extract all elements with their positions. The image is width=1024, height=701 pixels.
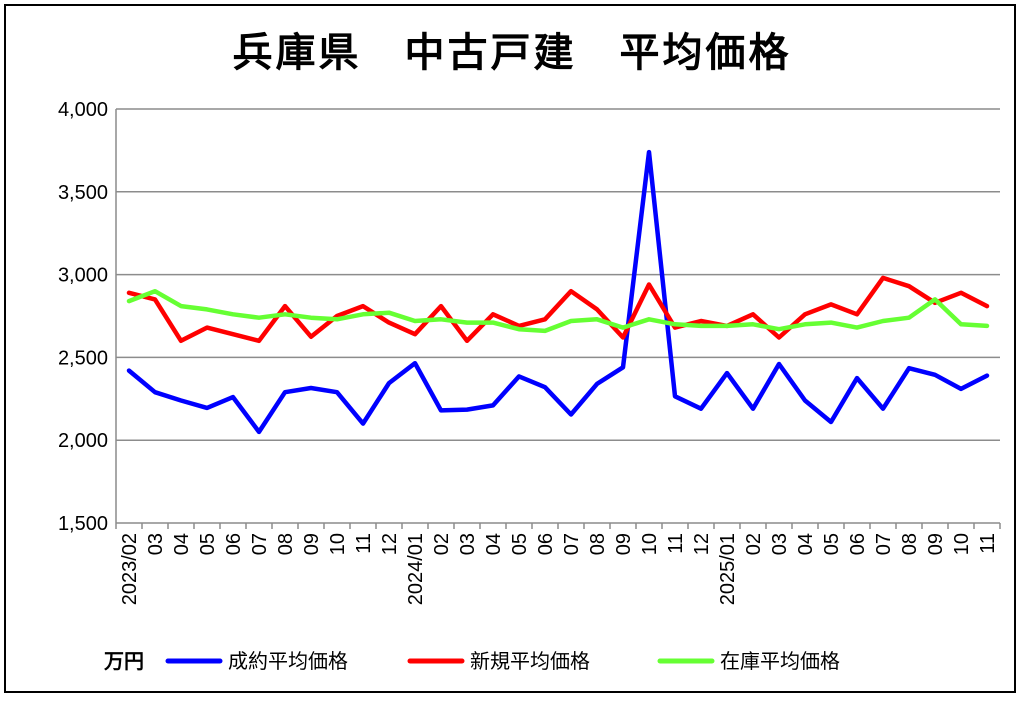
axes: [115, 109, 1001, 529]
series-line: [126, 275, 990, 344]
x-tick-labels: 2023/02 03 04 05 06 07 08 09 10 11 12 2024/01 02 03 04…: [119, 533, 999, 605]
x-tick-label: 09: [301, 533, 323, 555]
x-tick-label: 09: [613, 533, 635, 555]
x-tick-label: 02: [431, 533, 453, 555]
x-tick-label: 10: [639, 533, 661, 555]
x-tick-label: 05: [197, 533, 219, 555]
legend-label: 在庫平均価格: [720, 649, 840, 673]
x-tick-label: 05: [821, 533, 843, 555]
chart-title: 兵庫県 中古戸建 平均価格: [233, 30, 792, 76]
y-tick-label: 3,000: [58, 265, 108, 287]
unit-label: 万円: [103, 649, 144, 673]
x-tick-label: 12: [379, 533, 401, 555]
x-tick-label: 2023/02: [119, 533, 141, 605]
y-tick-label: 1,500: [58, 513, 108, 535]
series-lines: [126, 149, 990, 435]
x-tick-label: 08: [899, 533, 921, 555]
x-tick-label: 10: [327, 533, 349, 555]
x-tick-label: 11: [353, 533, 375, 554]
x-tick-label: 06: [223, 533, 245, 555]
x-tick-label: 07: [873, 533, 895, 555]
x-tick-label: 04: [171, 533, 193, 555]
x-tick-label: 08: [275, 533, 297, 555]
x-tick-label: 11: [977, 533, 999, 554]
y-tick-label: 2,000: [58, 430, 108, 452]
y-tick-label: 2,500: [58, 347, 108, 369]
legend-label: 成約平均価格: [228, 649, 348, 673]
y-tick-label: 4,000: [58, 99, 108, 121]
x-tick-label: 2024/01: [405, 533, 427, 605]
chart-frame: [4, 4, 1016, 693]
gridlines: [116, 108, 1000, 441]
x-tick-label: 08: [587, 533, 609, 555]
x-tick-label: 04: [795, 533, 817, 555]
x-tick-label: 2025/01: [717, 533, 739, 605]
x-tick-label: 09: [925, 533, 947, 555]
x-tick-label: 05: [509, 533, 531, 555]
legend: 万円 成約平均価格 新規平均価格 在庫平均価格: [103, 649, 840, 673]
x-tick-label: 11: [665, 533, 687, 554]
x-tick-label: 06: [847, 533, 869, 555]
x-tick-label: 04: [483, 533, 505, 555]
x-tick-label: 02: [743, 533, 765, 555]
series-line: [126, 149, 990, 435]
x-tick-label: 03: [145, 533, 167, 555]
y-tick-label: 3,500: [58, 182, 108, 204]
legend-label: 新規平均価格: [470, 649, 590, 673]
series-line: [126, 288, 990, 334]
x-tick-label: 07: [249, 533, 271, 555]
x-tick-label: 12: [691, 533, 713, 555]
x-tick-label: 03: [457, 533, 479, 555]
x-tick-label: 06: [535, 533, 557, 555]
x-tick-label: 10: [951, 533, 973, 555]
x-tick-label: 07: [561, 533, 583, 555]
y-tick-labels: 1,500 2,000 2,500 3,000 3,500 4,000: [58, 99, 108, 535]
x-tick-label: 03: [769, 533, 791, 555]
